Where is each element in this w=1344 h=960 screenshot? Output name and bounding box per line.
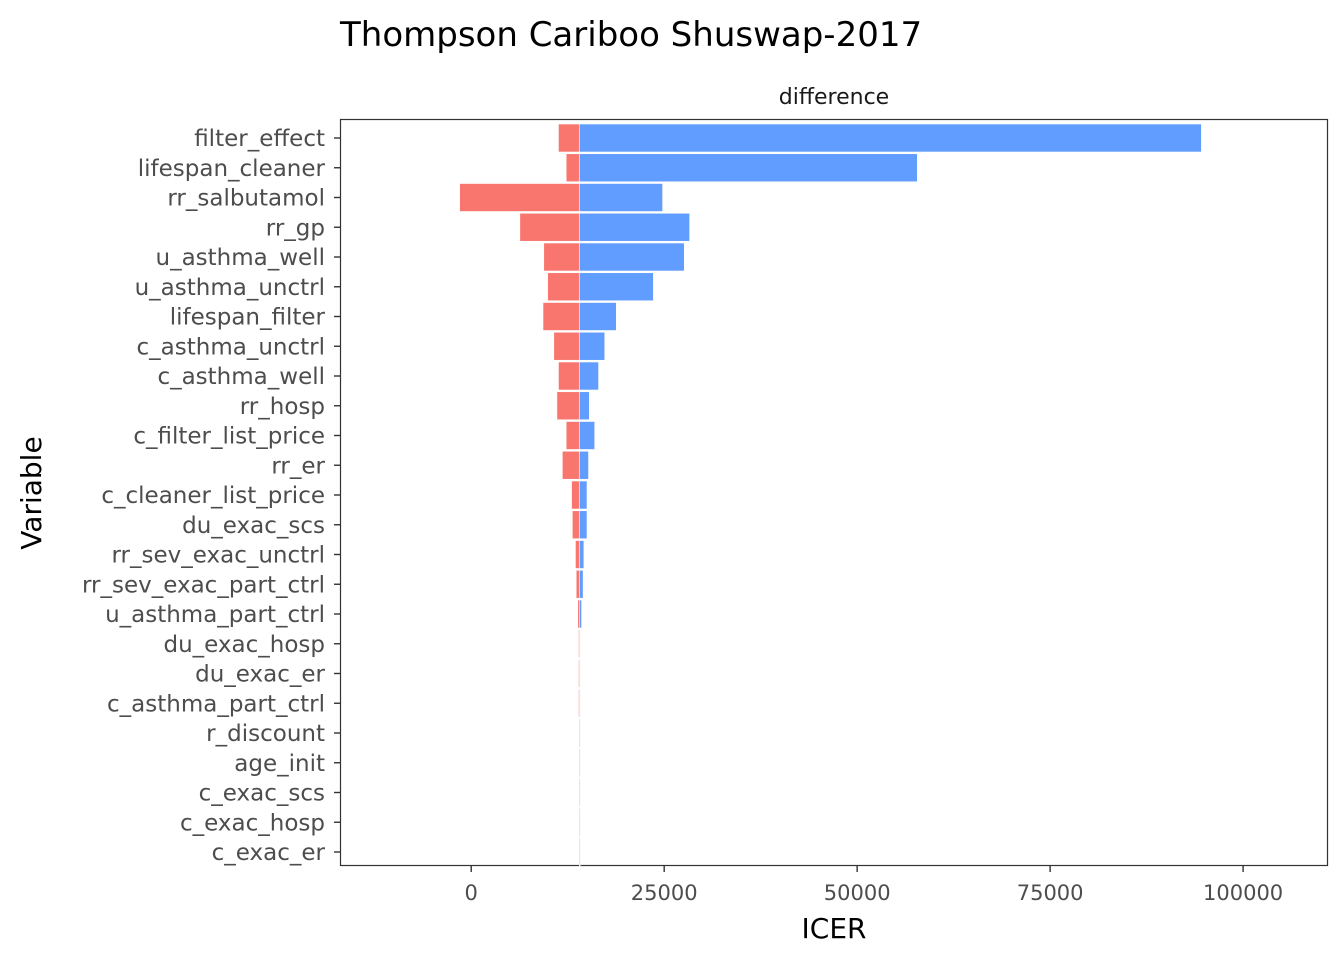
y-axis: filter_effect lifespan_cleaner rr_salbutam… — [82, 126, 340, 866]
bar-high-c_asthma_part_ctrl — [578, 688, 581, 718]
bar-high-c_cleaner_list_price — [578, 480, 588, 510]
y-tick-label: u_asthma_unctrl — [135, 275, 325, 301]
bar-low-lifespan_filter — [542, 302, 580, 331]
y-tick-label: c_exac_hosp — [180, 810, 325, 836]
y-tick-label: c_exac_scs — [199, 781, 325, 807]
y-tick-label: lifespan_cleaner — [138, 156, 326, 182]
y-tick-label: u_asthma_well — [156, 245, 326, 271]
y-tick-label: filter_effect — [194, 126, 325, 152]
y-tick-label: rr_hosp — [240, 394, 325, 420]
x-tick-label: 75000 — [1017, 881, 1084, 905]
bar-high-du_exac_hosp — [578, 629, 581, 659]
bar-high-age_init — [578, 748, 581, 778]
bar-high-r_discount — [578, 718, 581, 748]
bar-low-rr_sev_exac_part_ctrl — [575, 569, 580, 599]
bar-low-c_cleaner_list_price — [571, 480, 580, 510]
bar-low-filter_effect — [558, 123, 580, 153]
y-tick-label: du_exac_er — [195, 662, 325, 688]
bar-low-c_asthma_well — [558, 361, 580, 391]
y-tick-label: c_filter_list_price — [133, 424, 325, 450]
bar-low-c_asthma_unctrl — [553, 331, 580, 361]
bar-high-rr_hosp — [578, 391, 590, 421]
y-tick-label: rr_sev_exac_part_ctrl — [82, 572, 325, 598]
bar-high-c_asthma_unctrl — [578, 331, 606, 361]
bar-low-du_exac_scs — [572, 510, 580, 540]
bar-high-c_exac_er — [578, 837, 581, 867]
bar-high-u_asthma_part_ctrl — [578, 599, 582, 629]
bar-high-u_asthma_unctrl — [578, 272, 654, 302]
facet-strip-label: difference — [779, 85, 889, 110]
bar-high-u_asthma_well — [578, 242, 685, 272]
bar-high-rr_salbutamol — [578, 183, 663, 212]
bar-low-c_filter_list_price — [565, 421, 580, 450]
y-tick-label: r_discount — [206, 721, 325, 747]
bar-high-rr_sev_exac_unctrl — [578, 540, 585, 569]
bar-high-c_asthma_well — [578, 361, 599, 391]
y-tick-label: c_asthma_unctrl — [137, 334, 325, 360]
y-tick-label: rr_salbutamol — [167, 186, 325, 212]
y-tick-label: c_asthma_part_ctrl — [107, 691, 325, 717]
bar-low-rr_sev_exac_unctrl — [575, 540, 580, 569]
x-axis: 0 25000 50000 75000 100000 — [465, 866, 1283, 905]
bar-high-du_exac_er — [578, 659, 581, 688]
y-tick-label: rr_er — [271, 453, 325, 479]
y-tick-label: rr_sev_exac_unctrl — [111, 543, 325, 569]
bar-high-lifespan_filter — [578, 302, 617, 331]
y-tick-label: u_asthma_part_ctrl — [105, 602, 325, 628]
y-tick-label: du_exac_hosp — [163, 632, 325, 658]
bar-low-rr_er — [561, 450, 580, 480]
bar-high-rr_gp — [578, 212, 690, 242]
y-tick-label: age_init — [234, 751, 325, 777]
bar-low-rr_hosp — [556, 391, 580, 421]
bar-low-rr_salbutamol — [459, 183, 580, 212]
y-tick-label: c_asthma_well — [157, 364, 325, 390]
y-axis-title: Variable — [15, 436, 48, 549]
x-axis-title: ICER — [802, 912, 867, 945]
bar-high-c_exac_hosp — [578, 807, 581, 837]
x-tick-label: 25000 — [631, 881, 698, 905]
bar-high-c_filter_list_price — [578, 421, 596, 450]
bar-high-filter_effect — [578, 123, 1202, 153]
bar-low-u_asthma_well — [543, 242, 580, 272]
x-tick-label: 100000 — [1203, 881, 1283, 905]
x-tick-label: 0 — [465, 881, 478, 905]
bar-high-c_exac_scs — [578, 778, 581, 807]
y-tick-label: c_exac_er — [212, 840, 326, 866]
y-tick-label: lifespan_filter — [170, 305, 326, 331]
panel-border — [339, 118, 1329, 867]
bar-high-rr_er — [578, 450, 589, 480]
x-tick-label: 50000 — [824, 881, 891, 905]
bar-high-rr_sev_exac_part_ctrl — [578, 569, 584, 599]
y-tick-label: c_cleaner_list_price — [101, 483, 325, 509]
chart-title: Thompson Cariboo Shuswap-2017 — [339, 15, 922, 55]
y-tick-label: du_exac_scs — [182, 513, 325, 539]
bar-low-lifespan_cleaner — [565, 153, 580, 183]
bar-low-rr_gp — [519, 212, 580, 242]
bars-layer — [459, 123, 1202, 867]
bar-high-lifespan_cleaner — [578, 153, 918, 183]
y-tick-label: rr_gp — [266, 215, 325, 241]
bar-high-du_exac_scs — [578, 510, 588, 540]
bar-low-u_asthma_unctrl — [547, 272, 580, 302]
